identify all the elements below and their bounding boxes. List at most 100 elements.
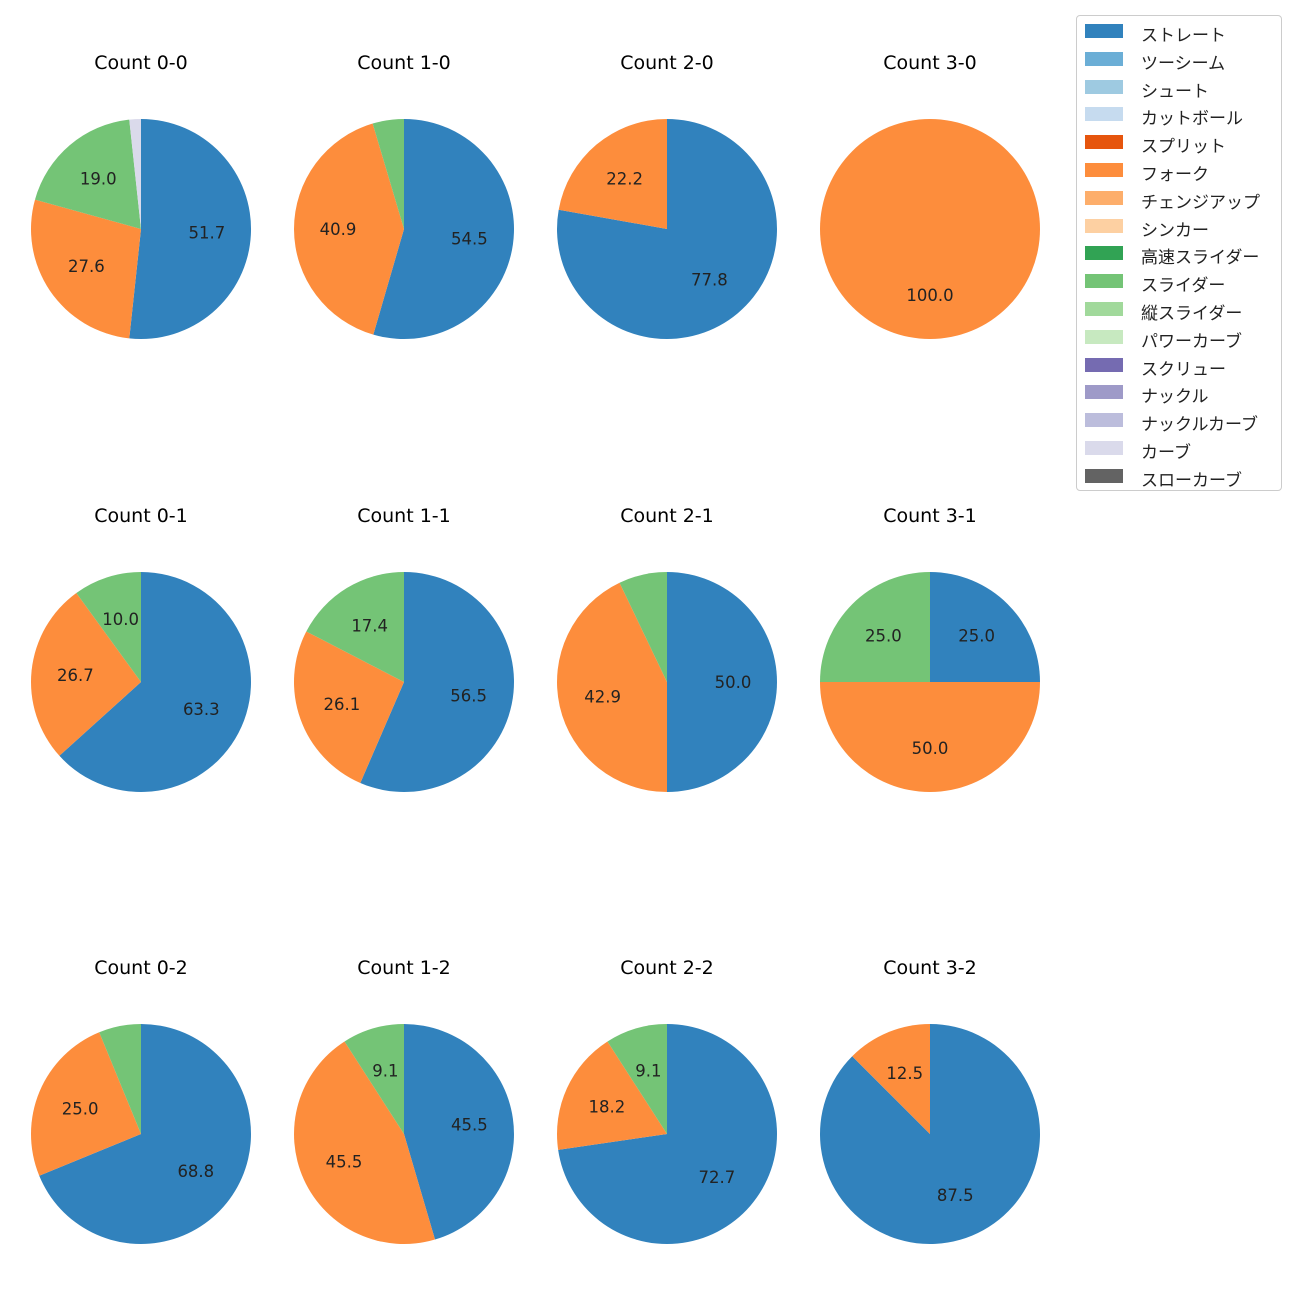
pie-title: Count 3-0 bbox=[883, 52, 977, 74]
slice-label: 18.2 bbox=[589, 1098, 626, 1117]
slice-label: 17.4 bbox=[351, 617, 388, 636]
legend-swatch bbox=[1085, 246, 1123, 261]
slice-label: 68.8 bbox=[177, 1162, 214, 1181]
pie-7: Count 2-1 50.0 42.9 bbox=[557, 505, 777, 792]
pie-8: Count 3-1 25.0 50.0 25.0 bbox=[820, 505, 1040, 792]
pie-slice bbox=[373, 118, 515, 339]
legend-label: チェンジアップ bbox=[1141, 192, 1260, 213]
pie-slice bbox=[294, 123, 404, 335]
legend-item: パワーカーブ bbox=[1077, 323, 1281, 352]
slice-label: 45.5 bbox=[326, 1152, 363, 1171]
slice-label: 22.2 bbox=[606, 169, 643, 188]
legend-swatch bbox=[1085, 163, 1123, 177]
pie-slice bbox=[557, 1041, 667, 1150]
legend-item: 高速スライダー bbox=[1077, 239, 1281, 268]
slice-label: 25.0 bbox=[62, 1100, 99, 1119]
pie-11: Count 2-2 72.7 18.2 9.1 bbox=[557, 957, 778, 1244]
pie-slice bbox=[129, 119, 141, 229]
legend-item: スプリット bbox=[1077, 128, 1281, 158]
legend-item: スローカーブ bbox=[1077, 462, 1281, 491]
pie-slice bbox=[619, 572, 667, 682]
slice-label: 26.1 bbox=[323, 695, 360, 714]
pie-slice bbox=[76, 572, 141, 682]
legend-label: 縦スライダー bbox=[1141, 304, 1243, 324]
pie-slice bbox=[39, 1024, 251, 1244]
pie-slice bbox=[820, 572, 930, 682]
legend-swatch bbox=[1085, 329, 1123, 344]
legend-swatch bbox=[1085, 441, 1123, 455]
slice-label: 12.5 bbox=[886, 1064, 923, 1083]
legend-item: ナックルカーブ bbox=[1077, 406, 1281, 436]
legend-label: カットボール bbox=[1141, 109, 1243, 130]
slice-label: 25.0 bbox=[865, 626, 902, 645]
legend-swatch bbox=[1085, 302, 1123, 316]
legend-label: スクリュー bbox=[1141, 359, 1226, 380]
legend-label: ナックルカーブ bbox=[1141, 415, 1258, 436]
pie-10: Count 1-2 45.5 45.5 9.1 bbox=[294, 957, 514, 1244]
legend-swatch bbox=[1085, 79, 1123, 94]
slice-label: 9.1 bbox=[635, 1062, 661, 1081]
pie-3: Count 2-0 77.8 22.2 bbox=[557, 52, 778, 339]
pie-slice bbox=[404, 1024, 514, 1240]
pie-title: Count 0-1 bbox=[94, 505, 188, 527]
legend-swatch bbox=[1085, 357, 1123, 372]
slice-label: 26.7 bbox=[57, 666, 94, 685]
pie-1: Count 0-0 51.7 27.6 19.0 bbox=[31, 52, 252, 339]
pie-slice bbox=[558, 1024, 778, 1244]
pie-slice bbox=[34, 119, 141, 229]
slice-label: 54.5 bbox=[451, 229, 488, 248]
legend: ストレートツーシームシュートカットボール スプリットフォークチェンジアップ シンカー… bbox=[1076, 15, 1282, 491]
legend-swatch bbox=[1085, 51, 1123, 66]
pie-slice bbox=[30, 593, 142, 756]
legend-item: 縦スライダー bbox=[1077, 295, 1281, 324]
pie-slice bbox=[557, 119, 778, 339]
legend-swatch bbox=[1085, 24, 1123, 38]
pie-title: Count 1-1 bbox=[357, 505, 451, 527]
pie-12: Count 3-2 87.5 12.5 bbox=[820, 957, 1041, 1244]
pie-slice bbox=[820, 682, 1040, 792]
pie-title: Count 0-0 bbox=[94, 52, 188, 74]
slice-label: 42.9 bbox=[584, 688, 621, 707]
slice-label: 72.7 bbox=[699, 1168, 736, 1187]
pie-slice bbox=[372, 119, 404, 229]
pie-slice bbox=[306, 571, 404, 682]
slice-label: 87.5 bbox=[937, 1186, 974, 1205]
slice-label: 27.6 bbox=[68, 257, 105, 276]
slice-label: 51.7 bbox=[189, 224, 226, 243]
pie-slice bbox=[667, 572, 777, 792]
slice-label: 10.0 bbox=[102, 610, 139, 629]
legend-item: ストレート bbox=[1077, 17, 1281, 46]
pie-4: Count 3-0 100.0 bbox=[820, 52, 1040, 339]
legend-item: スライダー bbox=[1077, 267, 1281, 296]
slice-label: 56.5 bbox=[450, 686, 487, 705]
legend-swatch bbox=[1085, 135, 1123, 150]
pie-slice bbox=[294, 1041, 435, 1244]
legend-swatch bbox=[1085, 107, 1123, 122]
pie-slice bbox=[129, 118, 252, 339]
pie-slice bbox=[557, 582, 667, 792]
pie-slice bbox=[31, 199, 141, 339]
legend-label: フォーク bbox=[1141, 165, 1209, 185]
slice-label: 9.1 bbox=[372, 1062, 398, 1081]
pie-6: Count 1-1 56.5 26.1 17.4 bbox=[293, 505, 515, 792]
pie-title: Count 2-2 bbox=[620, 957, 714, 979]
legend-item: カットボール bbox=[1077, 100, 1281, 130]
slice-label: 45.5 bbox=[451, 1116, 488, 1135]
legend-label: シンカー bbox=[1141, 220, 1209, 241]
legend-label: スプリット bbox=[1141, 137, 1226, 158]
legend-label: シュート bbox=[1141, 81, 1209, 102]
legend-item: フォーク bbox=[1077, 156, 1281, 185]
legend-item: ツーシーム bbox=[1077, 45, 1281, 74]
pie-title: Count 3-1 bbox=[883, 505, 977, 527]
legend-label: ツーシーム bbox=[1141, 53, 1226, 74]
legend-label: ナックル bbox=[1141, 387, 1209, 408]
legend-swatch bbox=[1085, 385, 1123, 400]
legend-swatch bbox=[1085, 218, 1123, 233]
pie-slice bbox=[930, 572, 1040, 682]
slice-label: 77.8 bbox=[691, 271, 728, 290]
pie-slice bbox=[99, 1024, 141, 1134]
legend-item: スクリュー bbox=[1077, 351, 1281, 380]
legend-label: ストレート bbox=[1141, 26, 1226, 46]
legend-item: ナックル bbox=[1077, 378, 1281, 408]
legend-item: チェンジアップ bbox=[1077, 184, 1281, 213]
